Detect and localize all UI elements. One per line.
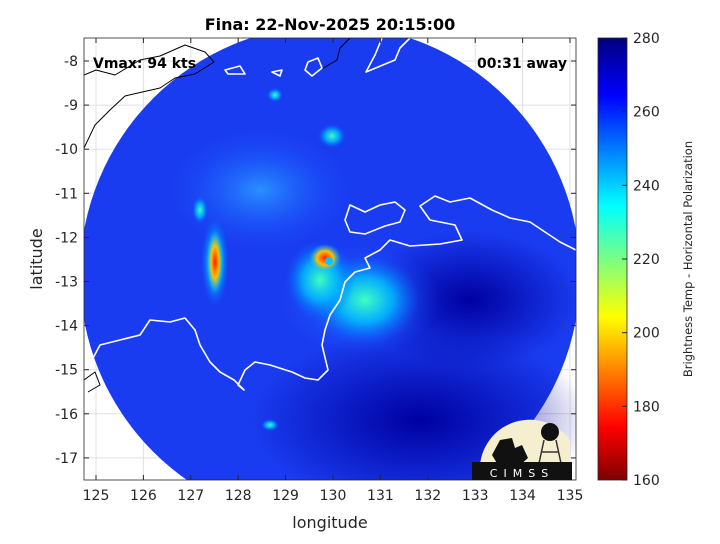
x-tick-label: 126 — [130, 488, 157, 504]
cimss-logo: CIMSS — [472, 419, 572, 480]
swath-image — [84, 38, 576, 480]
chart-title: Fina: 22-Nov-2025 20:15:00 — [205, 15, 456, 34]
x-tick-label: 135 — [557, 488, 584, 504]
coastlines — [84, 38, 576, 393]
time-offset-annotation: 00:31 away — [477, 56, 567, 72]
plot-frame — [83, 37, 577, 481]
vmax-annotation: Vmax: 94 kts — [93, 56, 196, 72]
x-tick-label: 128 — [225, 488, 252, 504]
outer-band-feature — [207, 230, 223, 294]
logo-text: CIMSS — [490, 467, 554, 480]
y-tick-label: -10 — [55, 142, 78, 158]
x-axis-label: longitude — [292, 513, 367, 532]
eyewall-feature — [309, 244, 341, 272]
colorbar-tick-label: 260 — [633, 105, 660, 121]
y-tick-label: -17 — [55, 451, 78, 467]
colorbar-tick-label: 280 — [633, 31, 660, 47]
x-tick-label: 132 — [414, 488, 441, 504]
x-tick-label: 133 — [462, 488, 489, 504]
colorbar-tick-label: 160 — [633, 473, 660, 489]
y-tick-label: -14 — [55, 319, 78, 335]
colorbar-tick-label: 240 — [633, 178, 660, 194]
y-tick-label: -8 — [64, 54, 78, 70]
y-tick-label: -11 — [55, 186, 78, 202]
x-tick-label: 129 — [272, 488, 299, 504]
x-tick-label: 134 — [509, 488, 536, 504]
y-tick-label: -16 — [55, 407, 78, 423]
y-tick-label: -15 — [55, 363, 78, 379]
colorbar-tick-label: 180 — [633, 399, 660, 415]
colorbar-tick-label: 220 — [633, 252, 660, 268]
colorbar-ticks: 280 260 240 220 200 180 160 — [622, 31, 660, 489]
y-tick-label: -12 — [55, 230, 78, 246]
x-tick-label: 131 — [367, 488, 394, 504]
x-tick-label: 130 — [320, 488, 347, 504]
x-tick-label: 125 — [83, 488, 110, 504]
y-tick-label: -9 — [64, 98, 78, 114]
colorbar-tick-label: 200 — [633, 326, 660, 342]
axis-ticks: 125 126 127 128 129 130 131 132 133 134 135 -8 -9 -10… — [55, 38, 583, 504]
colorbar-label: Brightness Temp - Horizontal Polarizatio… — [681, 141, 695, 377]
y-axis-label: latitude — [27, 228, 46, 289]
x-tick-label: 127 — [177, 488, 204, 504]
y-tick-label: -13 — [55, 275, 78, 291]
